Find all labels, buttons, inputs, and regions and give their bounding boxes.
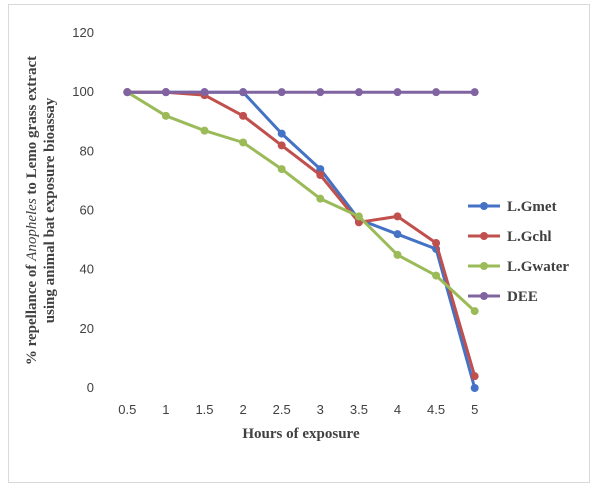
x-tick-label: 3.5 (350, 402, 368, 417)
legend-swatch-marker (480, 292, 488, 300)
data-point (239, 138, 248, 147)
legend-item: L.Gchl (468, 229, 552, 245)
x-tick-label: 1.5 (195, 402, 213, 417)
data-point (316, 194, 325, 203)
data-point (432, 271, 441, 280)
y-axis-title-line2: using animal bat exposure bioassay (42, 97, 58, 323)
data-point (161, 88, 170, 97)
data-point (432, 88, 441, 97)
data-point (470, 384, 479, 392)
data-point (470, 88, 479, 97)
legend-swatch-marker (480, 232, 488, 240)
data-point (239, 111, 248, 120)
legend-label: L.Gchl (507, 229, 552, 245)
legend: L.Gmet L.Gchl L.Gwater DEE (468, 199, 569, 305)
data-point (123, 88, 132, 97)
data-point (316, 88, 325, 97)
y-tick-label: 80 (80, 143, 94, 158)
legend-label: L.Gwater (507, 259, 569, 275)
data-point (316, 165, 325, 174)
series-line (126, 90, 476, 313)
x-tick-label: 2 (239, 402, 246, 417)
legend-swatch-marker (480, 262, 488, 270)
legend-item: DEE (468, 289, 538, 305)
y-tick-label: 120 (72, 25, 94, 40)
chart-frame (8, 4, 590, 483)
legend-label: DEE (507, 289, 538, 305)
x-tick-label: 0.5 (118, 402, 136, 417)
x-tick-label: 4.5 (427, 402, 445, 417)
data-point (393, 230, 402, 239)
data-point (277, 88, 286, 97)
x-tick-label: 5 (471, 402, 478, 417)
legend-item: L.Gmet (468, 199, 557, 215)
x-tick-label: 3 (317, 402, 324, 417)
data-point (239, 88, 248, 97)
series-l-gchl (123, 88, 479, 381)
series-l-gmet (123, 88, 479, 392)
y-axis-title-prefix: % repellance of (24, 261, 40, 365)
data-point (200, 126, 209, 135)
y-tick-label: 60 (80, 203, 94, 218)
x-tick-label: 4 (394, 402, 401, 417)
data-point (277, 141, 286, 150)
legend-item: L.Gwater (468, 259, 569, 275)
y-tick-label: 0 (87, 380, 94, 395)
data-point (470, 307, 479, 316)
series-line (127, 90, 477, 389)
x-tick-label: 1 (162, 402, 169, 417)
legend-swatch-marker (480, 202, 488, 210)
series-dee (123, 88, 479, 97)
data-point (393, 250, 402, 259)
y-tick-label: 40 (80, 262, 94, 277)
data-point (432, 239, 441, 248)
y-axis-title: % repellance of Anopheles to Lemo grass … (24, 56, 58, 365)
data-point (393, 212, 402, 221)
data-point (354, 88, 363, 97)
data-point (161, 111, 170, 120)
data-point (277, 129, 286, 138)
data-point (393, 88, 402, 97)
data-point (277, 165, 286, 174)
series-l-gwater (123, 88, 479, 316)
y-axis-title-suffix: to Lemo grass extract (24, 56, 40, 198)
data-point (316, 171, 325, 179)
y-axis-ticks: 0 20 40 60 80 100 120 (72, 25, 94, 395)
svg-text:% repellance of Anopheles to L: % repellance of Anopheles to Lemo grass … (24, 56, 40, 365)
y-tick-label: 100 (72, 84, 94, 99)
series-line (127, 90, 477, 377)
y-tick-label: 20 (80, 321, 94, 336)
data-point (470, 372, 479, 381)
x-tick-label: 2.5 (273, 402, 291, 417)
x-axis-ticks: 0.5 1 1.5 2 2.5 3 3.5 4 4.5 5 (118, 402, 478, 417)
series-layer (123, 88, 479, 392)
x-axis-title: Hours of exposure (242, 426, 360, 442)
data-point (200, 88, 209, 97)
data-point (354, 212, 363, 221)
y-axis-title-italic: Anopheles (24, 198, 40, 262)
legend-label: L.Gmet (507, 199, 557, 215)
